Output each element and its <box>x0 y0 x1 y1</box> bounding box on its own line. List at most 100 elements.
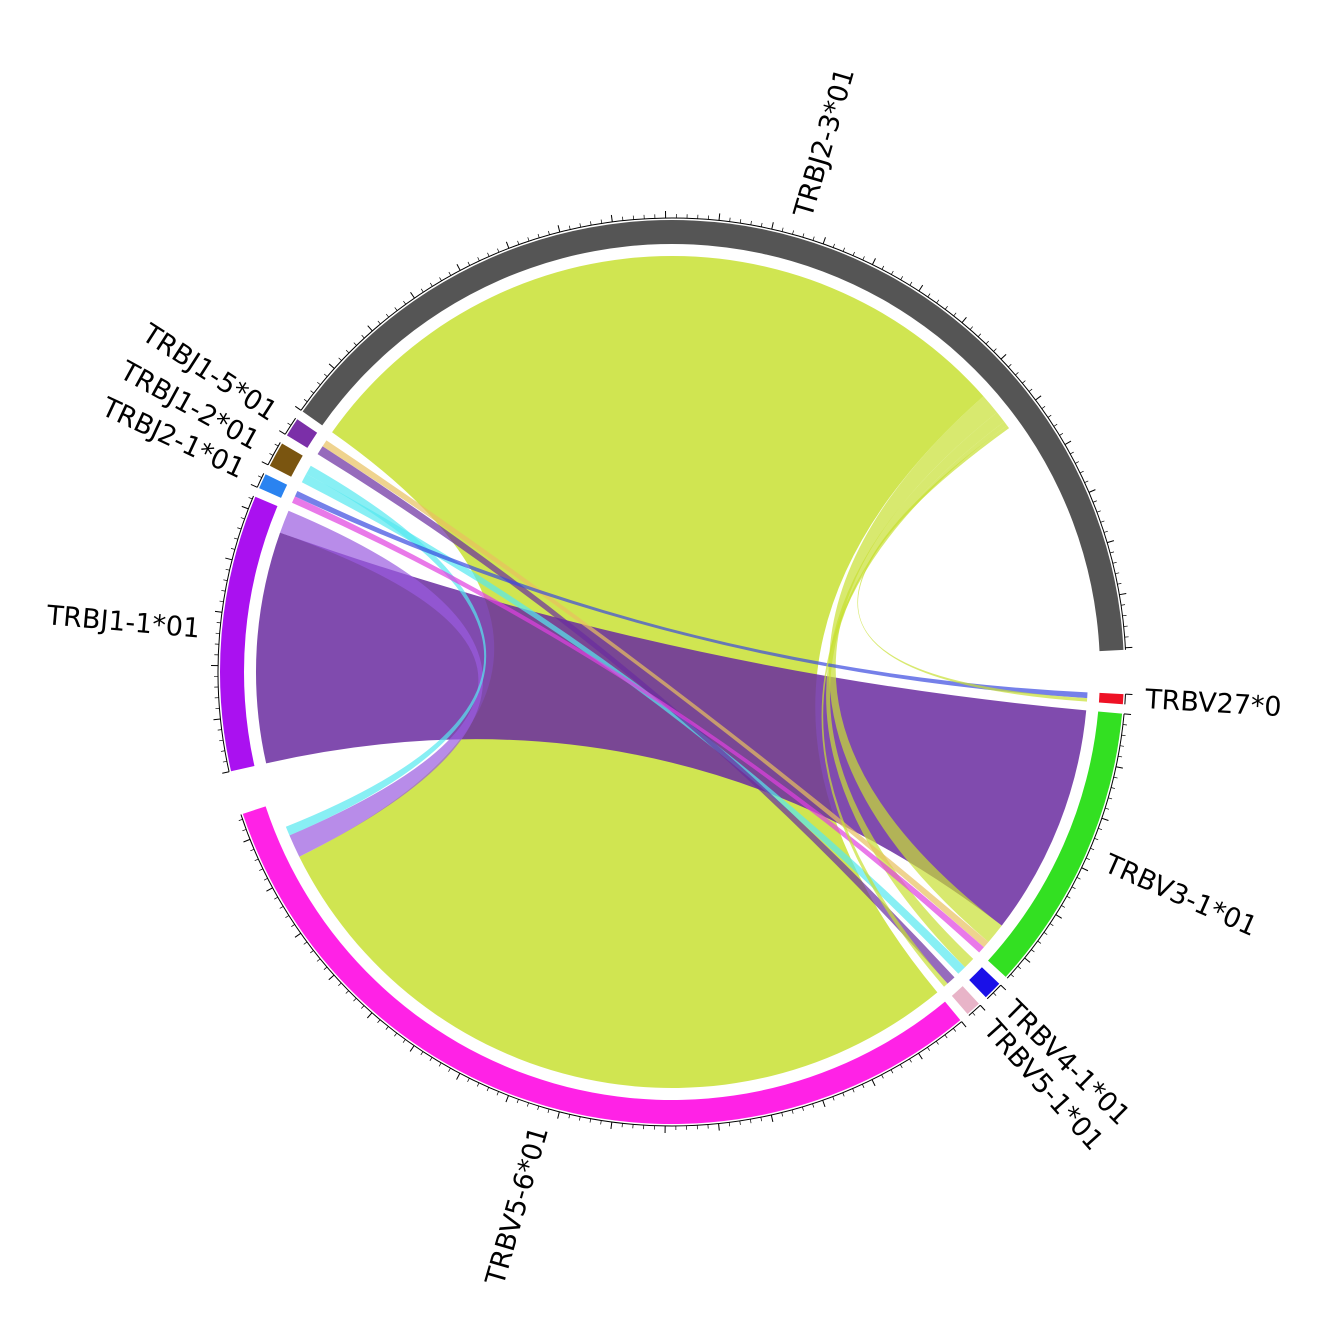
axis-tick <box>497 1092 499 1096</box>
axis-tick <box>823 1100 825 1107</box>
axis-tick <box>517 1099 518 1103</box>
axis-tick <box>862 1084 864 1088</box>
axis-tick <box>872 258 875 264</box>
axis-tick <box>1107 541 1114 543</box>
axis-tick <box>945 1035 947 1038</box>
axis-tick <box>843 1093 845 1097</box>
axis-tick <box>477 1083 479 1087</box>
axis-tick <box>346 991 349 994</box>
axis-tick <box>1120 746 1124 747</box>
axis-tick <box>910 282 912 285</box>
axis-tick <box>1119 593 1126 594</box>
axis-tick <box>1001 985 1006 990</box>
axis-tick <box>882 1075 884 1079</box>
segment-arc <box>259 474 287 498</box>
axis-tick <box>1082 868 1088 871</box>
links-layer <box>256 256 1088 1088</box>
axis-tick <box>285 916 288 918</box>
axis-tick <box>803 233 804 237</box>
axis-tick <box>1098 828 1102 829</box>
axis-tick <box>730 218 731 222</box>
axis-tick <box>223 761 227 762</box>
axis-tick <box>900 1064 902 1067</box>
axis-tick <box>1075 462 1079 464</box>
axis-tick <box>793 230 794 234</box>
axis-tick <box>1121 605 1125 606</box>
axis-tick <box>346 350 349 353</box>
axis-tick <box>527 1103 528 1107</box>
axis-tick <box>1080 471 1084 473</box>
axis-tick <box>295 406 301 410</box>
axis-tick <box>919 285 923 291</box>
axis-tick <box>750 1119 751 1123</box>
axis-tick <box>782 1113 783 1117</box>
axis-tick <box>972 1012 975 1015</box>
axis-tick <box>1115 573 1119 574</box>
axis-tick <box>909 1059 911 1062</box>
axis-tick <box>928 294 930 297</box>
axis-tick <box>1008 364 1011 367</box>
segment-arc <box>270 443 303 476</box>
axis-tick <box>1031 950 1034 952</box>
axis-tick <box>740 1121 741 1125</box>
axis-tick <box>411 292 415 298</box>
axis-tick <box>295 933 301 937</box>
axis-tick <box>258 476 262 478</box>
axis-tick <box>891 1070 893 1074</box>
axis-tick <box>1110 552 1114 553</box>
axis-tick <box>487 1087 489 1091</box>
axis-tick <box>421 1052 423 1055</box>
axis-tick <box>221 590 225 591</box>
axis-tick <box>222 772 229 774</box>
axis-tick <box>353 998 356 1001</box>
axis-tick <box>338 983 341 986</box>
axis-tick <box>468 262 470 266</box>
axis-tick <box>601 220 602 224</box>
axis-tick <box>242 506 249 509</box>
axis-tick <box>1116 767 1123 768</box>
axis-tick <box>1093 501 1097 502</box>
axis-tick <box>403 1039 405 1042</box>
axis-tick <box>538 234 539 238</box>
axis-tick <box>220 601 224 602</box>
axis-tick <box>266 888 272 891</box>
axis-tick <box>221 751 225 752</box>
segment-label: TRBV27*0 <box>1143 684 1282 723</box>
axis-tick <box>1113 562 1117 563</box>
axis-tick <box>882 266 884 270</box>
axis-tick <box>274 897 277 899</box>
axis-tick <box>368 326 373 331</box>
axis-tick <box>378 321 381 324</box>
axis-tick <box>1111 788 1115 789</box>
axis-tick <box>782 228 783 232</box>
axis-tick <box>329 975 334 980</box>
axis-tick <box>1124 714 1131 715</box>
axis-tick <box>761 1117 762 1121</box>
axis-tick <box>329 364 334 369</box>
axis-tick <box>538 1106 539 1110</box>
axis-tick <box>403 301 405 304</box>
tick-baseline <box>1125 694 1126 704</box>
axis-tick <box>1122 735 1126 736</box>
axis-tick <box>1097 511 1101 512</box>
axis-tick <box>440 277 442 280</box>
axis-tick <box>243 839 250 842</box>
axis-tick <box>506 1096 509 1103</box>
axis-tick <box>1067 896 1070 898</box>
segment-label: TRBJ1-1*01 <box>44 600 201 645</box>
axis-tick <box>457 264 460 270</box>
axis-tick <box>448 1068 450 1071</box>
axis-tick <box>386 314 388 317</box>
axis-tick <box>569 1114 570 1118</box>
axis-tick <box>310 950 313 952</box>
axis-tick <box>580 223 581 227</box>
axis-tick <box>478 257 480 261</box>
axis-tick <box>430 1057 432 1060</box>
axis-tick <box>1072 887 1076 889</box>
axis-tick <box>853 1089 855 1093</box>
axis-tick <box>528 237 529 241</box>
axis-tick <box>1025 958 1030 962</box>
axis-tick <box>558 1112 560 1119</box>
axis-tick <box>1065 441 1071 445</box>
axis-tick <box>937 300 939 303</box>
